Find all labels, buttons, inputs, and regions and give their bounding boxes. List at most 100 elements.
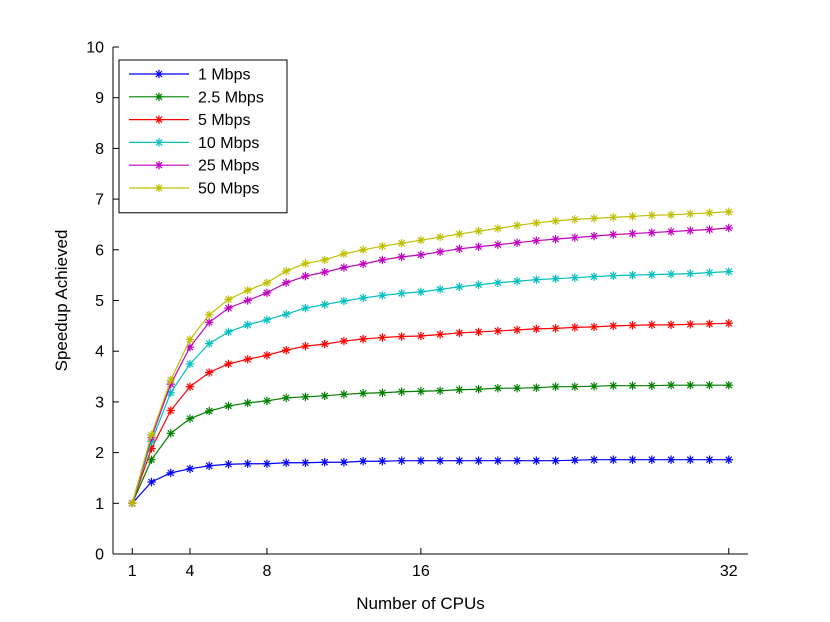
data-point bbox=[301, 392, 310, 402]
data-point bbox=[666, 210, 676, 220]
data-point bbox=[493, 278, 503, 287]
legend-label: 1 Mbps bbox=[198, 67, 250, 84]
data-point bbox=[512, 277, 522, 286]
data-point bbox=[551, 234, 560, 244]
x-tick-label: 1 bbox=[128, 563, 137, 580]
series-line-2 bbox=[131, 322, 729, 504]
legend-label: 10 Mbps bbox=[198, 135, 259, 152]
data-point bbox=[397, 289, 406, 298]
data-point bbox=[224, 295, 233, 304]
data-point bbox=[339, 336, 349, 346]
data-point bbox=[339, 458, 349, 467]
data-point bbox=[493, 326, 503, 336]
data-point bbox=[262, 315, 272, 324]
data-point bbox=[705, 225, 714, 234]
data-point bbox=[320, 391, 329, 401]
data-point bbox=[262, 459, 272, 468]
series-line-4 bbox=[131, 227, 729, 504]
data-point bbox=[666, 227, 676, 236]
data-point bbox=[705, 380, 714, 390]
data-point bbox=[570, 456, 580, 465]
data-point bbox=[435, 285, 445, 294]
data-point bbox=[416, 287, 426, 297]
data-point bbox=[435, 232, 445, 242]
data-point bbox=[589, 272, 599, 281]
data-point bbox=[609, 455, 618, 464]
legend-entry: 25 Mbps bbox=[129, 158, 259, 175]
data-point bbox=[589, 381, 599, 391]
data-point bbox=[551, 324, 560, 333]
data-point bbox=[455, 456, 464, 465]
data-point bbox=[512, 456, 522, 465]
data-point bbox=[493, 224, 503, 233]
data-point bbox=[532, 275, 541, 284]
legend-marker bbox=[154, 115, 164, 124]
y-tick-label: 4 bbox=[95, 344, 104, 361]
data-point bbox=[224, 327, 233, 337]
data-point bbox=[320, 300, 329, 309]
data-point bbox=[281, 309, 291, 319]
data-point bbox=[397, 239, 406, 248]
data-point bbox=[205, 339, 214, 348]
data-point bbox=[185, 335, 195, 344]
data-point bbox=[339, 249, 349, 259]
legend-entry: 5 Mbps bbox=[129, 112, 250, 129]
data-point bbox=[378, 457, 387, 466]
data-point bbox=[243, 320, 252, 330]
data-point bbox=[512, 221, 522, 230]
data-point bbox=[378, 333, 387, 342]
data-point bbox=[320, 255, 329, 265]
data-point bbox=[647, 381, 656, 390]
y-axis-label: Speedup Achieved bbox=[52, 230, 71, 372]
data-point bbox=[185, 464, 195, 474]
data-point bbox=[339, 390, 349, 399]
data-point bbox=[262, 278, 272, 287]
legend-marker bbox=[154, 183, 164, 193]
data-point bbox=[224, 303, 233, 313]
series-2 bbox=[128, 319, 733, 508]
data-point bbox=[320, 267, 329, 277]
data-point bbox=[243, 398, 252, 408]
data-point bbox=[416, 235, 426, 245]
data-point bbox=[570, 323, 580, 332]
data-point bbox=[686, 380, 695, 390]
data-point bbox=[474, 327, 483, 337]
data-point bbox=[243, 355, 252, 364]
data-point bbox=[666, 320, 676, 330]
data-point bbox=[724, 319, 733, 328]
data-point bbox=[435, 330, 445, 339]
data-point bbox=[243, 459, 252, 468]
data-point bbox=[609, 230, 618, 239]
data-point bbox=[686, 269, 695, 278]
data-point bbox=[628, 381, 637, 390]
data-point bbox=[205, 318, 214, 327]
legend-label: 2.5 Mbps bbox=[198, 89, 264, 106]
data-point bbox=[185, 359, 195, 369]
data-point bbox=[147, 430, 156, 440]
data-point bbox=[589, 231, 599, 241]
series-5 bbox=[128, 207, 733, 508]
data-point bbox=[185, 342, 195, 352]
data-point bbox=[205, 461, 214, 470]
data-point bbox=[378, 291, 387, 300]
data-point bbox=[647, 455, 656, 464]
data-point bbox=[724, 223, 733, 233]
data-point bbox=[358, 334, 368, 344]
data-point bbox=[224, 359, 233, 369]
data-point bbox=[281, 458, 291, 467]
data-point bbox=[320, 339, 329, 349]
legend-entry: 50 Mbps bbox=[129, 181, 259, 198]
data-point bbox=[532, 383, 541, 392]
data-point bbox=[416, 456, 426, 465]
series-3 bbox=[128, 267, 733, 508]
data-point bbox=[474, 385, 483, 394]
data-point bbox=[358, 293, 368, 303]
data-point bbox=[397, 456, 406, 465]
legend-entry: 1 Mbps bbox=[129, 67, 250, 84]
data-point bbox=[147, 477, 156, 487]
y-tick-label: 7 bbox=[95, 192, 104, 209]
legend-entry: 2.5 Mbps bbox=[129, 89, 264, 106]
data-point bbox=[551, 216, 560, 226]
series-4 bbox=[128, 223, 733, 508]
y-tick-label: 3 bbox=[95, 394, 104, 411]
